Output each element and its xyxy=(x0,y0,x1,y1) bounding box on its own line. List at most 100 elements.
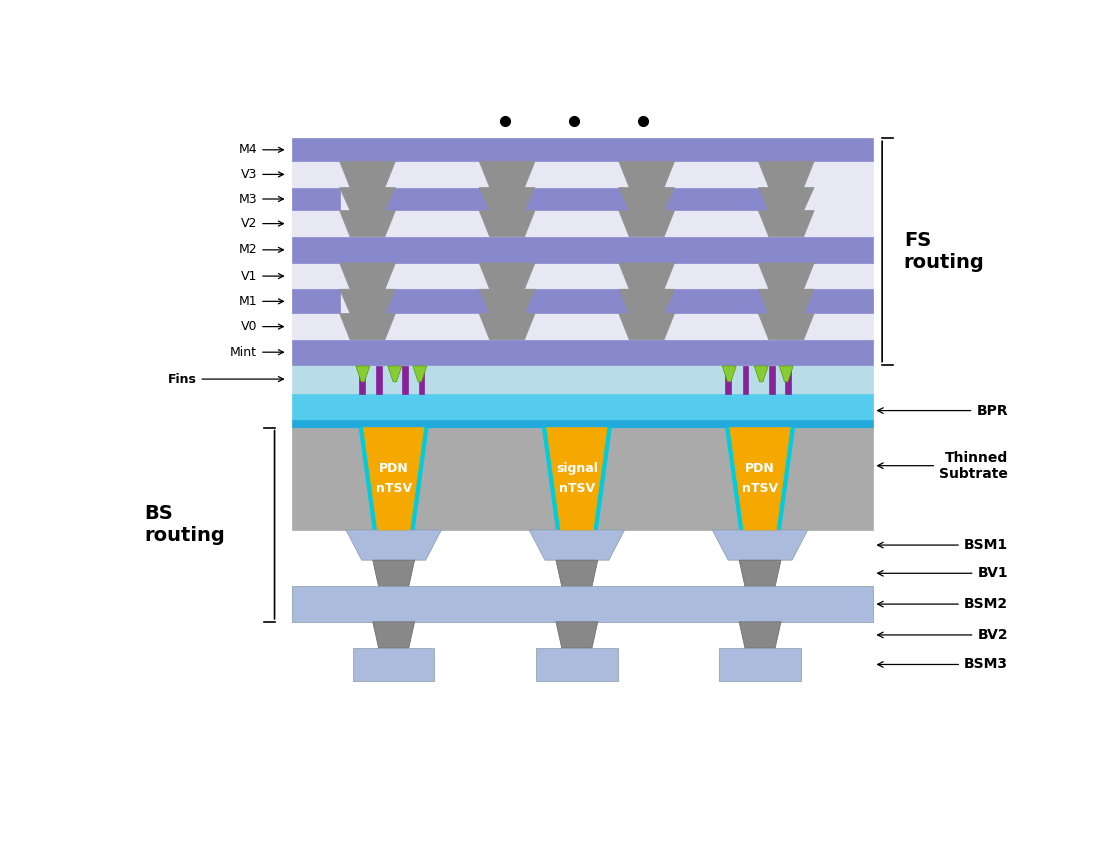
Polygon shape xyxy=(479,289,535,314)
Polygon shape xyxy=(339,161,395,187)
Bar xyxy=(292,210,874,237)
Bar xyxy=(664,187,768,210)
Polygon shape xyxy=(479,161,535,187)
Polygon shape xyxy=(780,366,793,382)
Bar xyxy=(292,314,874,340)
Text: nTSV: nTSV xyxy=(375,482,412,495)
Bar xyxy=(385,187,489,210)
Bar xyxy=(292,237,874,263)
Bar xyxy=(376,366,382,394)
Bar xyxy=(292,420,874,428)
Text: V2: V2 xyxy=(241,217,283,230)
Polygon shape xyxy=(479,314,535,340)
Text: PDN: PDN xyxy=(745,463,775,475)
Polygon shape xyxy=(339,187,395,210)
Polygon shape xyxy=(730,428,791,530)
Text: V1: V1 xyxy=(241,269,283,283)
Polygon shape xyxy=(479,263,535,289)
Bar xyxy=(385,289,489,314)
Polygon shape xyxy=(722,366,736,382)
Bar xyxy=(292,289,339,314)
Polygon shape xyxy=(726,428,794,530)
Bar xyxy=(292,394,874,420)
Polygon shape xyxy=(758,161,814,187)
Polygon shape xyxy=(758,210,814,237)
Polygon shape xyxy=(339,314,395,340)
Bar xyxy=(725,366,731,394)
Polygon shape xyxy=(353,648,435,681)
Bar xyxy=(524,187,629,210)
Polygon shape xyxy=(712,530,808,560)
Polygon shape xyxy=(719,648,801,681)
Polygon shape xyxy=(758,187,814,210)
Text: V0: V0 xyxy=(241,320,283,333)
Text: nTSV: nTSV xyxy=(559,482,595,495)
Text: BSM2: BSM2 xyxy=(878,597,1008,611)
Bar xyxy=(292,161,874,187)
Polygon shape xyxy=(618,314,674,340)
Bar xyxy=(292,340,874,365)
Polygon shape xyxy=(413,366,427,382)
Polygon shape xyxy=(363,428,423,530)
Text: FS
routing: FS routing xyxy=(904,231,984,272)
Polygon shape xyxy=(339,289,395,314)
Text: BSM3: BSM3 xyxy=(878,658,1008,671)
Polygon shape xyxy=(618,263,674,289)
Text: Mint: Mint xyxy=(231,346,283,359)
Text: BPR: BPR xyxy=(878,404,1008,417)
Polygon shape xyxy=(739,622,781,648)
Polygon shape xyxy=(547,428,607,530)
Polygon shape xyxy=(373,622,414,648)
Polygon shape xyxy=(758,263,814,289)
Bar xyxy=(664,289,768,314)
Polygon shape xyxy=(618,161,674,187)
Polygon shape xyxy=(356,366,370,382)
Text: Thinned
Subtrate: Thinned Subtrate xyxy=(878,451,1008,481)
Polygon shape xyxy=(479,210,535,237)
Text: M4: M4 xyxy=(239,143,283,156)
Bar xyxy=(402,366,408,394)
Bar xyxy=(292,289,874,314)
Text: BSM1: BSM1 xyxy=(878,538,1008,552)
Polygon shape xyxy=(536,648,617,681)
Bar xyxy=(804,289,874,314)
Text: M2: M2 xyxy=(239,244,283,256)
Bar xyxy=(292,263,874,289)
Text: BV2: BV2 xyxy=(878,628,1008,642)
Bar xyxy=(292,187,874,210)
Text: BS
routing: BS routing xyxy=(144,504,225,545)
Polygon shape xyxy=(339,210,395,237)
Polygon shape xyxy=(373,560,414,586)
Bar xyxy=(292,586,874,622)
Polygon shape xyxy=(618,187,674,210)
Polygon shape xyxy=(618,210,674,237)
Text: Fins: Fins xyxy=(168,372,283,386)
Polygon shape xyxy=(346,530,441,560)
Polygon shape xyxy=(360,428,428,530)
Text: BV1: BV1 xyxy=(878,567,1008,580)
Bar xyxy=(358,366,365,394)
Text: M1: M1 xyxy=(239,295,283,308)
Text: nTSV: nTSV xyxy=(741,482,778,495)
Text: signal: signal xyxy=(556,463,598,475)
Text: M3: M3 xyxy=(239,193,283,205)
Polygon shape xyxy=(542,428,612,530)
Polygon shape xyxy=(758,314,814,340)
Bar xyxy=(785,366,791,394)
Polygon shape xyxy=(754,366,768,382)
Bar xyxy=(743,366,748,394)
Text: V3: V3 xyxy=(241,168,283,181)
Polygon shape xyxy=(618,289,674,314)
Polygon shape xyxy=(339,263,395,289)
Bar xyxy=(292,187,339,210)
Polygon shape xyxy=(388,366,402,382)
Bar xyxy=(419,366,424,394)
Polygon shape xyxy=(529,530,625,560)
Bar xyxy=(768,366,775,394)
Polygon shape xyxy=(739,560,781,586)
Polygon shape xyxy=(758,289,814,314)
Bar xyxy=(292,428,874,530)
Polygon shape xyxy=(479,187,535,210)
Polygon shape xyxy=(556,622,598,648)
Bar xyxy=(292,365,874,394)
